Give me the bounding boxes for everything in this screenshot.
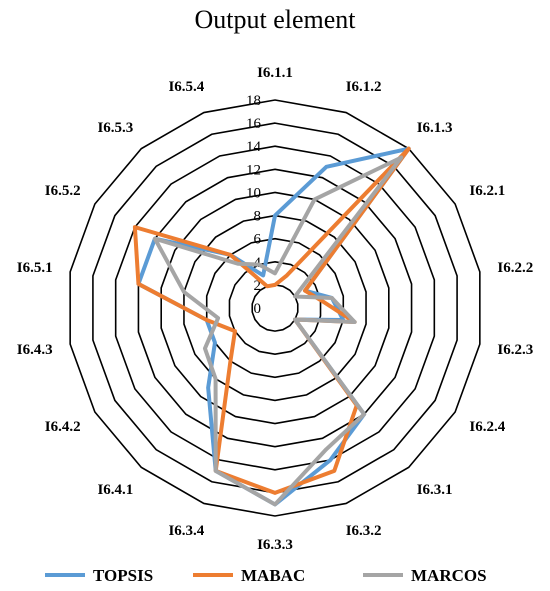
grid-ring-8 bbox=[183, 214, 367, 402]
category-label-I6.4.1: I6.4.1 bbox=[97, 482, 133, 498]
tick-label-2: 2 bbox=[254, 278, 262, 294]
grid-ring-6 bbox=[205, 237, 345, 379]
category-label-I6.5.3: I6.5.3 bbox=[97, 120, 133, 136]
category-label-I6.2.4: I6.2.4 bbox=[469, 419, 505, 435]
category-label-I6.3.2: I6.3.2 bbox=[346, 523, 382, 539]
category-label-I6.5.1: I6.5.1 bbox=[17, 260, 53, 276]
grid-ring-16 bbox=[92, 122, 458, 494]
category-label-I6.5.4: I6.5.4 bbox=[168, 79, 204, 95]
series-lines bbox=[132, 146, 411, 507]
tick-label-6: 6 bbox=[254, 232, 262, 248]
category-labels: I6.1.1 I6.1.2 I6.1.3 I6.2.1 I6.2.2 I6.2.3 I6.2… bbox=[17, 65, 534, 553]
grid-ring-10 bbox=[160, 191, 390, 425]
grid-ring-18 bbox=[69, 99, 481, 517]
category-label-I6.4.2: I6.4.2 bbox=[45, 419, 81, 435]
category-label-I6.3.3: I6.3.3 bbox=[257, 537, 293, 553]
grid-ring-14 bbox=[114, 145, 436, 471]
category-label-I6.1.2: I6.1.2 bbox=[346, 79, 382, 95]
grid-ring-4 bbox=[228, 260, 322, 356]
tick-label-8: 8 bbox=[254, 209, 262, 225]
tick-label-18: 18 bbox=[246, 93, 261, 109]
grid-ring-12 bbox=[137, 168, 413, 448]
tick-label-16: 16 bbox=[246, 116, 262, 132]
category-label-I6.5.2: I6.5.2 bbox=[45, 183, 81, 199]
chart-title: Output element bbox=[194, 5, 356, 34]
category-label-I6.1.1: I6.1.1 bbox=[257, 65, 293, 81]
category-label-I6.4.3: I6.4.3 bbox=[17, 342, 53, 358]
tick-label-0: 0 bbox=[254, 301, 262, 317]
tick-label-10: 10 bbox=[246, 185, 261, 201]
category-label-I6.3.4: I6.3.4 bbox=[168, 523, 204, 539]
legend: TOPSIS MABAC MARCOS bbox=[45, 566, 487, 585]
legend-label-mabac: MABAC bbox=[241, 566, 305, 585]
legend-label-topsis: TOPSIS bbox=[93, 566, 153, 585]
category-label-I6.3.1: I6.3.1 bbox=[417, 482, 453, 498]
legend-label-marcos: MARCOS bbox=[411, 566, 487, 585]
category-label-I6.2.2: I6.2.2 bbox=[497, 260, 533, 276]
category-label-I6.2.1: I6.2.1 bbox=[469, 183, 505, 199]
category-label-I6.2.3: I6.2.3 bbox=[497, 342, 533, 358]
category-label-I6.1.3: I6.1.3 bbox=[417, 120, 453, 136]
radar-grid bbox=[69, 99, 481, 517]
tick-label-12: 12 bbox=[246, 162, 261, 178]
series-line-marcos bbox=[152, 155, 404, 507]
series-line-mabac bbox=[132, 146, 411, 495]
tick-label-14: 14 bbox=[246, 139, 262, 155]
